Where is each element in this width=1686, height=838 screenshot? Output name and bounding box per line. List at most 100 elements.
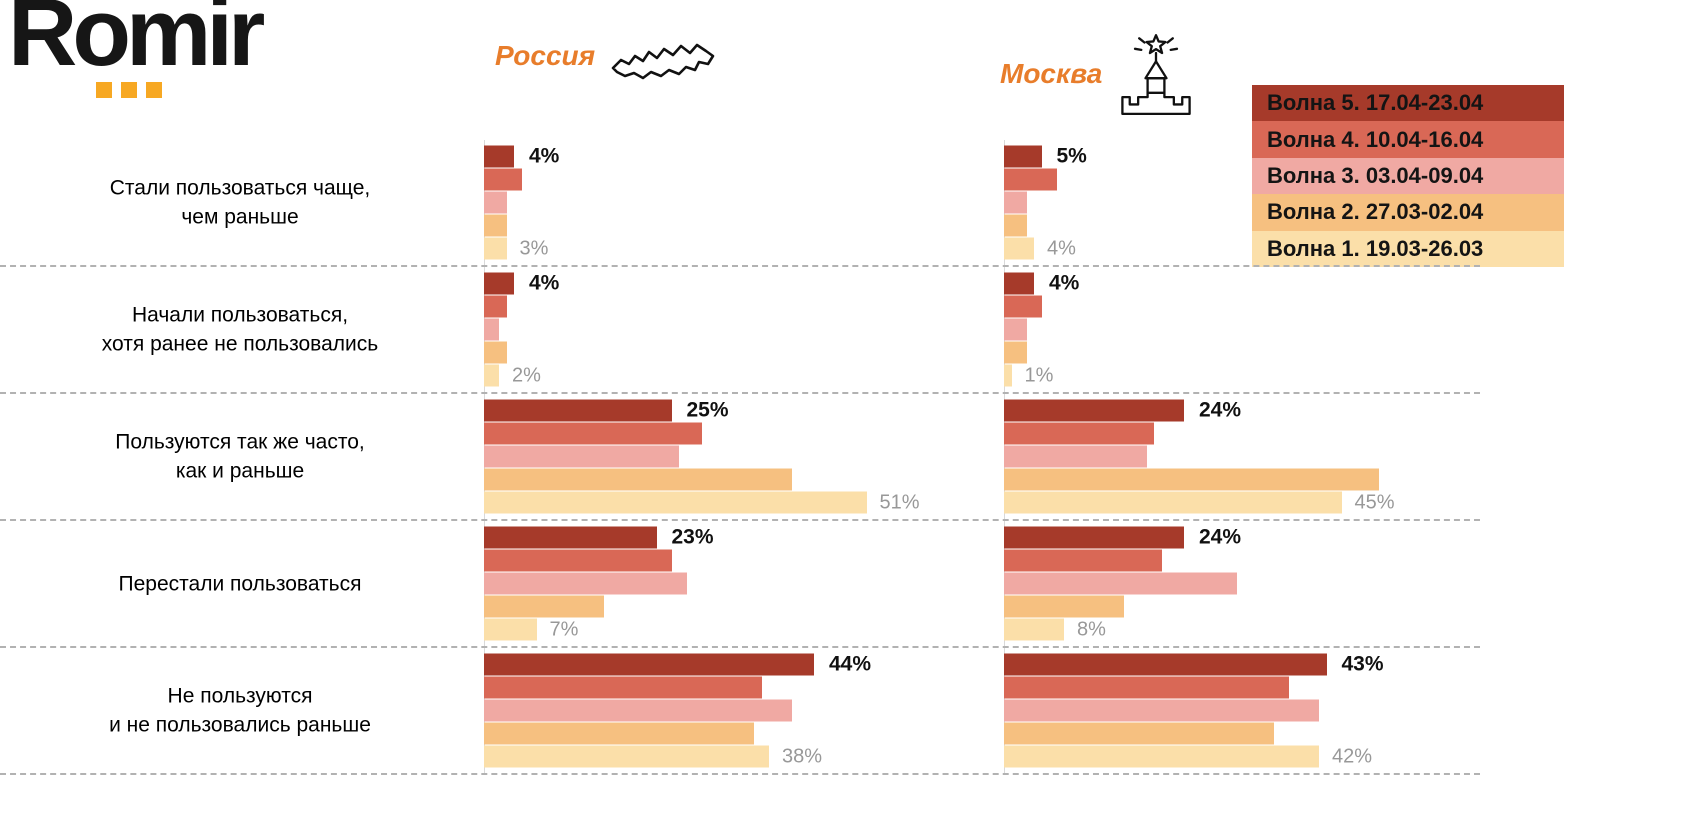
moscow-value-label-wave5: 24% [1199,525,1242,549]
category-label-line: как и раньше [175,459,305,483]
russia-bar-wave-4 [484,168,522,191]
russia-bar-wave-5 [484,526,657,549]
moscow-bar-wave-2 [1004,341,1027,364]
russia-title: Россия [495,40,596,71]
russia-bar-line-wave-1: 7% [484,618,714,641]
moscow-bar-line-wave-2 [1004,341,1079,364]
russia-bar-wave-2 [484,595,604,618]
russia-bar-wave-1 [484,745,769,768]
russia-value-label-wave1: 51% [879,491,920,513]
russia-bar-wave-3 [484,191,507,214]
moscow-bar-wave-1 [1004,237,1034,260]
moscow-bar-wave-4 [1004,549,1162,572]
russia-bar-line-wave-2 [484,595,714,618]
moscow-bar-wave-4 [1004,295,1042,318]
russia-bar-group: 23% 7% [484,526,714,641]
legend-item-wave-4: Волна 4. 10.04-16.04 [1252,121,1564,158]
moscow-bar-wave-4 [1004,676,1289,699]
moscow-column-header: Москва [1000,32,1198,116]
category-label-line: и не пользовались раньше [109,713,371,737]
moscow-bar-wave-3 [1004,191,1027,214]
russia-bar-wave-4 [484,295,507,318]
category-label-line: Стали пользоваться чаще, [109,176,371,200]
moscow-bar-line-wave-5: 24% [1004,399,1395,422]
russia-bar-line-wave-2 [484,214,559,237]
russia-value-label-wave5: 23% [671,525,714,549]
moscow-value-label-wave1: 8% [1077,618,1106,640]
moscow-bar-line-wave-4 [1004,295,1079,318]
legend-item-wave-1: Волна 1. 19.03-26.03 [1252,230,1564,267]
moscow-bar-line-wave-3 [1004,445,1395,468]
moscow-bar-line-wave-5: 4% [1004,272,1079,295]
category-label-line: чем раньше [181,205,299,229]
moscow-bar-line-wave-2 [1004,214,1087,237]
russia-bar-line-wave-5: 23% [484,526,714,549]
moscow-bar-line-wave-1: 45% [1004,491,1395,514]
russia-bar-wave-2 [484,722,754,745]
moscow-bar-line-wave-2 [1004,468,1395,491]
russia-bar-wave-5 [484,653,814,676]
logo-dot [146,82,162,99]
legend: Волна 5. 17.04-23.04 Волна 4. 10.04-16.04… [1252,85,1564,267]
russia-bar-wave-2 [484,214,507,237]
moscow-bar-wave-4 [1004,168,1057,191]
russia-bar-line-wave-3 [484,445,920,468]
moscow-bar-group: 5% 4% [1004,145,1087,260]
russia-bar-line-wave-1: 51% [484,491,920,514]
russia-value-label-wave5: 4% [529,144,560,168]
russia-bar-wave-3 [484,318,499,341]
russia-bar-wave-3 [484,572,687,595]
russia-bar-wave-1 [484,618,537,641]
moscow-bar-wave-2 [1004,468,1379,491]
russia-bar-wave-1 [484,364,499,387]
russia-bar-line-wave-4 [484,676,871,699]
category-label: Стали пользоваться чаще, чем раньше [0,173,480,232]
legend-item-wave-5: Волна 5. 17.04-23.04 [1252,85,1564,122]
moscow-bar-wave-5 [1004,399,1184,422]
russia-bar-wave-4 [484,549,672,572]
russia-bar-line-wave-5: 44% [484,653,871,676]
russia-bar-line-wave-3 [484,191,559,214]
category-label-line: Пользуются так же часто, [115,430,365,454]
romir-logo: Romir [8,0,265,99]
russia-bar-line-wave-2 [484,468,920,491]
moscow-title: Москва [1000,58,1103,89]
russia-value-label-wave1: 2% [512,364,541,386]
russia-bar-line-wave-2 [484,722,871,745]
moscow-bar-wave-5 [1004,145,1042,168]
category-row: Стали пользоваться чаще, чем раньше 4% 3% 5%… [0,140,1480,267]
russia-bar-wave-5 [484,399,672,422]
moscow-bar-wave-1 [1004,618,1064,641]
moscow-bar-line-wave-4 [1004,168,1087,191]
russia-column-header: Россия [495,22,719,90]
russia-bar-group: 4% 3% [484,145,559,260]
romir-logo-text: Romir [8,0,265,86]
moscow-bar-line-wave-2 [1004,595,1241,618]
russia-bar-line-wave-4 [484,422,920,445]
moscow-value-label-wave1: 45% [1354,491,1395,513]
moscow-value-label-wave5: 5% [1056,144,1087,168]
moscow-bar-line-wave-2 [1004,722,1384,745]
russia-bar-group: 25% 51% [484,399,920,514]
russia-bar-wave-4 [484,676,762,699]
moscow-bar-wave-2 [1004,722,1274,745]
category-label-line: Перестали пользоваться [118,571,362,595]
russia-bar-line-wave-1: 3% [484,237,559,260]
moscow-bar-wave-5 [1004,272,1034,295]
russia-value-label-wave1: 38% [782,745,823,767]
russia-value-label-wave5: 4% [529,271,560,295]
kremlin-tower-icon [1114,32,1198,116]
moscow-bar-line-wave-3 [1004,699,1384,722]
category-row: Начали пользоваться, хотя ранее не пользо… [0,267,1480,394]
russia-bar-line-wave-3 [484,318,559,341]
moscow-value-label-wave1: 42% [1332,745,1373,767]
russia-bar-wave-2 [484,341,507,364]
category-label: Не пользуются и не пользовались раньше [0,681,480,740]
moscow-bar-wave-3 [1004,445,1147,468]
logo-dot [121,82,137,99]
legend-item-wave-3: Волна 3. 03.04-09.04 [1252,157,1564,195]
russia-bar-line-wave-5: 4% [484,145,559,168]
category-row: Не пользуются и не пользовались раньше 44%… [0,648,1480,775]
category-label-line: Не пользуются [167,684,313,708]
